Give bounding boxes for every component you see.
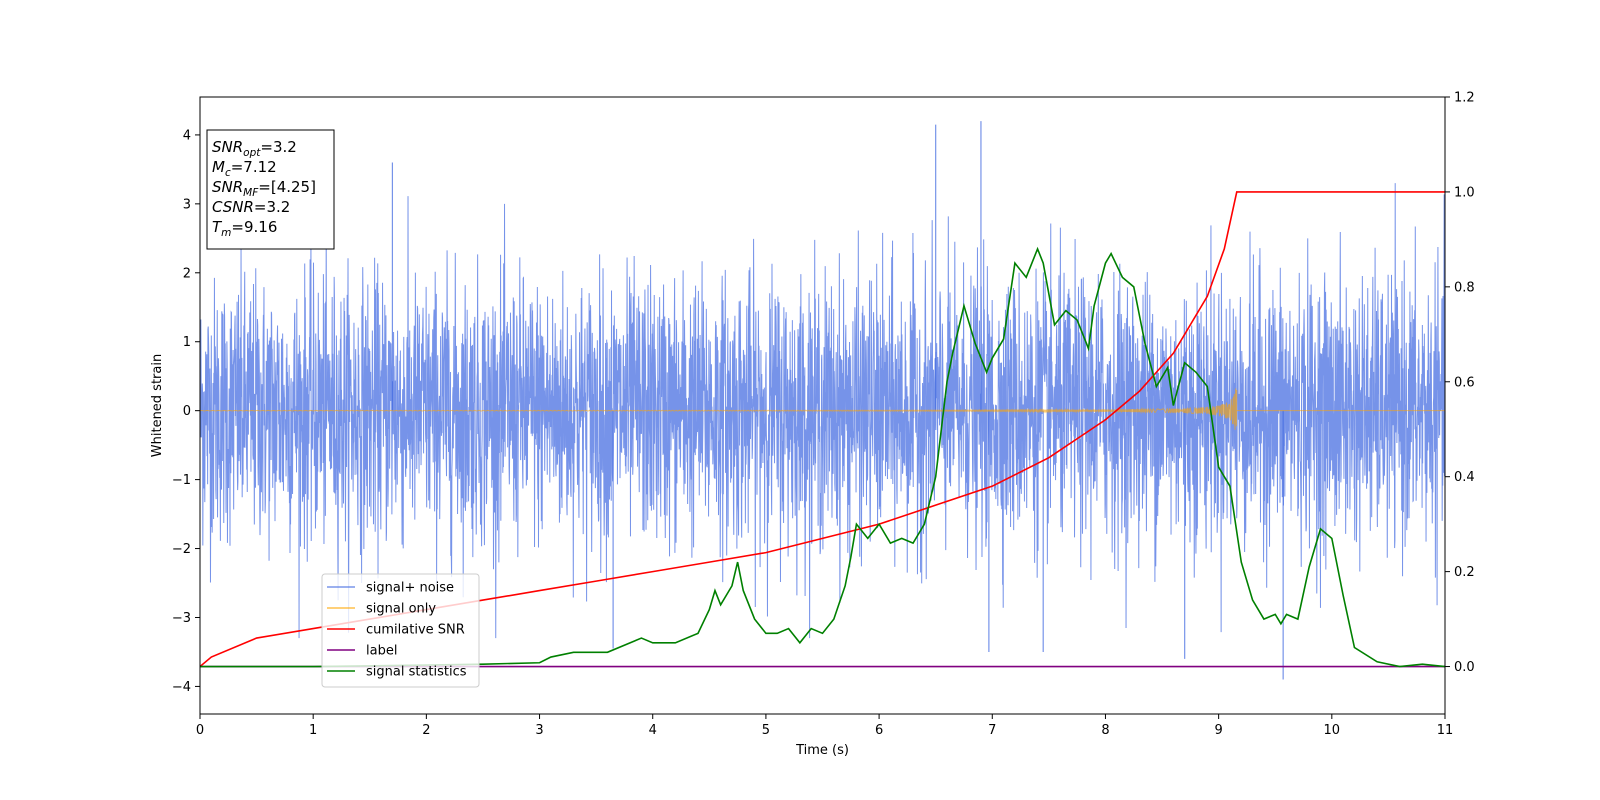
axes: 0 1 2 3 4 5 6 7 8 9 10 11 −4 −3 −2 −1 0 1 2 3 4 0.0 0.2 0.4 0.6 0… [150,91,1475,759]
info-line: Mc=7.12 [212,158,277,179]
y-left-tick-label: 3 [183,197,191,212]
series-signal-only [200,388,1238,430]
x-tick-label: 4 [649,723,657,738]
legend-label: cumilative SNR [366,623,465,638]
legend: signal+ noise signal only cumilative SNR la… [321,573,480,688]
info-line-value: =9.16 [231,218,277,236]
y-right-tick-label: 0.2 [1454,565,1475,580]
series-signal-statistics [200,246,1445,668]
info-line-subscript: MF [243,187,259,199]
y-left-tick-label: −3 [172,611,191,626]
y-right-tick-label: 0.8 [1454,280,1475,295]
legend-label: signal only [366,602,436,617]
info-line-value: =7.12 [231,158,277,176]
info-line-symbol: SNR [212,138,243,156]
x-tick-label: 3 [535,723,543,738]
x-tick-label: 1 [309,723,317,738]
y-left-tick-label: −2 [172,542,191,557]
y-left-tick-label: −4 [172,680,191,695]
plot-frame [199,96,1446,715]
info-box-frame [206,129,335,250]
y-right-tick-label: 0.6 [1454,375,1475,390]
y-left-tick-label: 4 [183,128,191,143]
info-line-subscript: opt [243,147,261,159]
info-line-symbol: CSNR [212,198,254,216]
x-tick-label: 7 [988,723,996,738]
legend-label: signal statistics [366,665,467,680]
info-line-symbol: SNR [212,178,243,196]
legend-label: signal+ noise [366,581,454,596]
x-tick-label: 9 [1214,723,1222,738]
y-left-tick-label: −1 [172,473,191,488]
legend-label: label [366,644,397,659]
x-tick-label: 11 [1437,723,1454,738]
info-line-value: =3.2 [254,198,290,216]
info-line-value: =3.2 [260,138,296,156]
x-axis-label: Time (s) [795,743,849,758]
info-line: Tm=9.16 [212,218,277,239]
x-tick-label: 2 [422,723,430,738]
info-line-value: =[4.25] [258,178,316,196]
series-signal-noise [200,183,1445,639]
y-right-tick-label: 0.0 [1454,660,1475,675]
y-right-tick-label: 1.0 [1454,185,1475,200]
info-line: CSNR=3.2 [212,198,290,216]
info-line: SNRMF=[4.25] [212,178,316,199]
y-left-tick-label: 0 [183,404,191,419]
x-tick-label: 5 [762,723,770,738]
legend-box [321,573,480,688]
y-right-tick-label: 1.2 [1454,91,1475,106]
x-tick-label: 6 [875,723,883,738]
info-box: SNRopt=3.2Mc=7.12SNRMF=[4.25]CSNR=3.2Tm=… [206,129,335,250]
x-tick-label: 10 [1324,723,1341,738]
y-left-tick-label: 1 [183,335,191,350]
x-tick-label: 0 [196,723,204,738]
info-line-symbol: T [212,218,223,236]
y-right-tick-label: 0.4 [1454,470,1475,485]
info-line-symbol: M [212,158,225,176]
y-left-tick-label: 2 [183,266,191,281]
info-line-subscript: c [225,167,231,179]
y-axis-label: Whitened strain [150,354,165,457]
info-line-subscript: m [221,227,231,239]
x-tick-label: 8 [1101,723,1109,738]
info-line: SNRopt=3.2 [212,138,297,159]
